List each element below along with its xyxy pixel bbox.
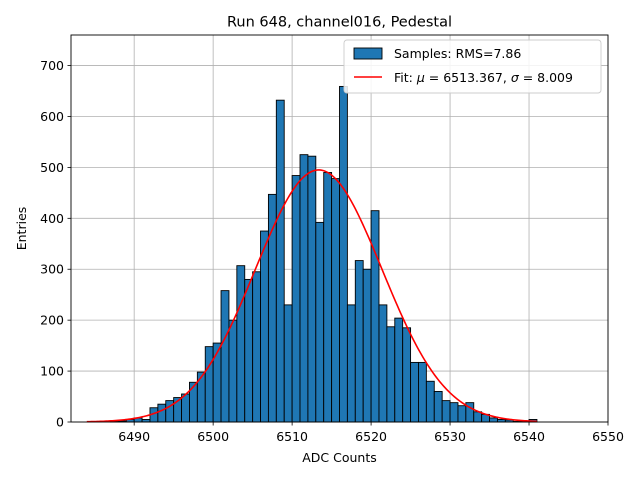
histogram-bar [378, 304, 388, 423]
histogram-bar [449, 402, 459, 423]
legend-fit-sigma-symbol: σ [511, 70, 520, 85]
histogram-bar [157, 403, 167, 423]
histogram-bar [489, 417, 498, 423]
x-axis-label: ADC Counts [302, 450, 377, 465]
histogram-bar [323, 172, 333, 423]
x-tick-label: 6540 [513, 429, 545, 444]
y-tick-label: 700 [40, 58, 64, 73]
legend-fit-label: Fit: μ = 6513.367, σ = 8.009 [394, 70, 573, 85]
y-tick-label: 500 [40, 160, 64, 175]
histogram-bar [275, 99, 285, 423]
histogram-bar [346, 304, 356, 423]
histogram-bar [189, 381, 198, 423]
x-tick-label: 6510 [276, 429, 308, 444]
x-tick-label: 6490 [118, 429, 150, 444]
legend-fit-sigma-value: = 8.009 [519, 70, 573, 85]
histogram-bar [283, 304, 293, 423]
histogram-bar [402, 327, 412, 423]
legend-frame [343, 39, 602, 94]
histogram-bar [331, 178, 340, 423]
plot-frame [70, 34, 609, 423]
x-tick-label: 6550 [592, 429, 624, 444]
legend-fit-mu-symbol: μ [416, 70, 425, 85]
histogram-bar [339, 85, 348, 423]
legend-fit-prefix: Fit: [394, 70, 417, 85]
histogram-bar [370, 210, 380, 423]
histogram-bar [244, 278, 254, 423]
y-tick-label: 300 [40, 262, 64, 277]
chart-title: Run 648, channel016, Pedestal [227, 15, 452, 31]
histogram-bar [362, 268, 372, 423]
histogram-bar [228, 319, 238, 423]
histogram-bars [110, 85, 538, 423]
legend-histogram-swatch [353, 47, 383, 60]
histogram-bar [236, 265, 246, 423]
y-tick-label: 0 [56, 415, 64, 430]
histogram-bar [354, 260, 364, 423]
y-tick-label: 200 [40, 313, 64, 328]
histogram-bar [410, 361, 419, 423]
x-axis-ticks: 6490 6500 6510 6520 6530 6540 6550 [118, 422, 624, 444]
fit-curve [86, 169, 537, 423]
histogram-bar [204, 346, 214, 423]
x-tick-label: 6500 [197, 429, 229, 444]
y-axis-label: Entries [14, 207, 29, 251]
histogram-bar [418, 361, 427, 423]
histogram-bar [212, 342, 222, 423]
histogram-bar [433, 390, 443, 423]
histogram-bar [394, 317, 404, 423]
fit-line-group [86, 169, 537, 423]
histogram-bar [291, 175, 301, 423]
histogram-bar [441, 400, 451, 423]
histogram-bar [260, 230, 269, 423]
x-tick-label: 6530 [434, 429, 466, 444]
legend-fit-mu-value: = 6513.367, [425, 70, 511, 85]
histogram-bar [220, 290, 230, 423]
histogram-bar [386, 326, 396, 423]
y-axis-ticks: 0 100 200 300 400 500 600 700 [40, 58, 71, 430]
histogram-bar [425, 380, 435, 423]
histogram-bar [181, 393, 190, 423]
x-tick-label: 6520 [355, 429, 387, 444]
y-tick-label: 100 [40, 364, 64, 379]
histogram-bar [457, 405, 467, 423]
histogram-bar [473, 411, 483, 423]
legend: Samples: RMS=7.86 Fit: μ = 6513.367, σ =… [343, 39, 602, 94]
legend-histogram-label: Samples: RMS=7.86 [394, 46, 521, 61]
histogram-bar [307, 155, 317, 423]
histogram-bar [299, 154, 309, 423]
histogram-bar [252, 271, 261, 423]
histogram-bar [315, 221, 325, 423]
y-tick-label: 600 [40, 109, 64, 124]
y-tick-label: 400 [40, 211, 64, 226]
